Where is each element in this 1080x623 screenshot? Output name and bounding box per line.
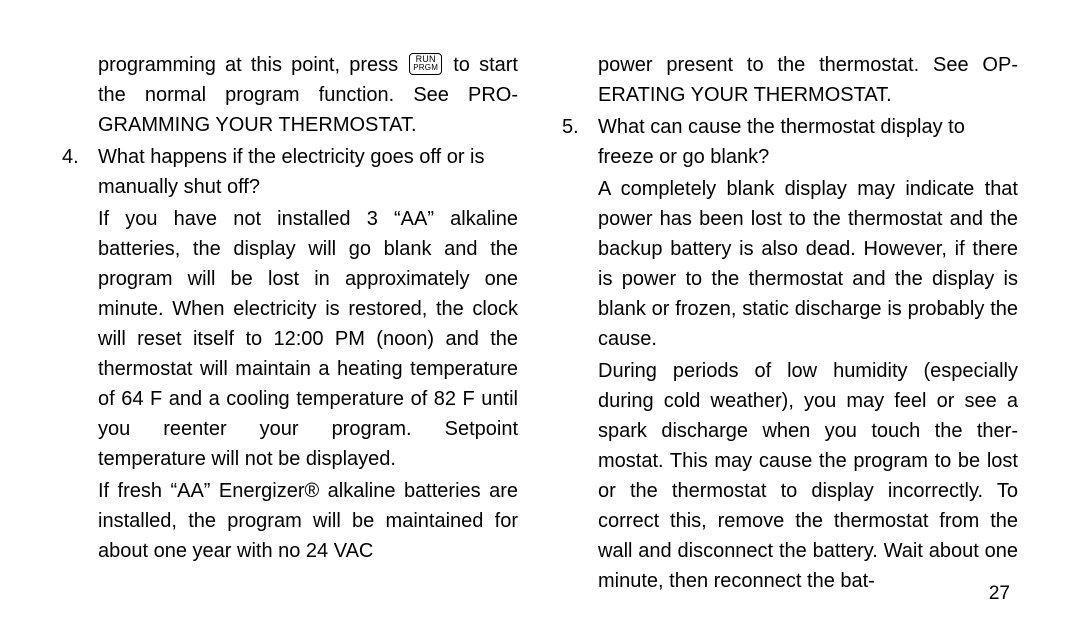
keycap-line2: PRGM	[413, 64, 438, 72]
cont-text-prefix: programming at this point, press	[98, 54, 407, 76]
continuation-paragraph: programming at this point, press RUN PRG…	[98, 50, 518, 140]
answer-paragraph-1: If you have not installed 3 “AA” alkalin…	[98, 204, 518, 474]
left-column: programming at this point, press RUN PRG…	[62, 50, 518, 623]
question-text: What happens if the electricity goes off…	[98, 142, 518, 202]
page-number: 27	[989, 583, 1010, 605]
question-text: What can cause the thermostat display to…	[598, 112, 1018, 172]
continuation-paragraph: power present to the thermostat. See OP­…	[598, 50, 1018, 110]
list-item-4: 4. What happens if the electricity goes …	[62, 142, 518, 568]
list-number: 5.	[562, 112, 598, 598]
list-body: What happens if the electricity goes off…	[98, 142, 518, 568]
answer-paragraph-1: A completely blank display may indicate …	[598, 174, 1018, 354]
right-column: power present to the thermostat. See OP­…	[562, 50, 1018, 623]
answer-paragraph-2: If fresh “AA” Energizer® alkaline batter…	[98, 476, 518, 566]
list-number: 4.	[62, 142, 98, 568]
list-body: What can cause the thermostat display to…	[598, 112, 1018, 598]
run-prgm-key-icon: RUN PRGM	[409, 53, 442, 75]
list-item-5: 5. What can cause the thermostat display…	[562, 112, 1018, 598]
document-page: programming at this point, press RUN PRG…	[0, 0, 1080, 623]
answer-paragraph-2: During periods of low humidity (especial…	[598, 356, 1018, 596]
